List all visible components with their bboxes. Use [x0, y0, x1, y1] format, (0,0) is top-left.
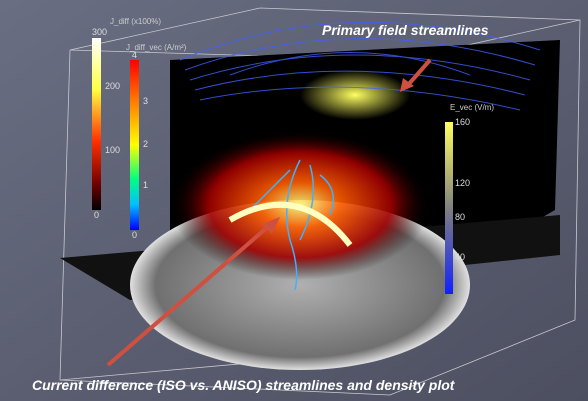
primary-field-core	[300, 70, 410, 120]
colorbar	[92, 38, 101, 210]
tick-label: 160	[455, 117, 470, 127]
annotation: Primary field streamlines	[322, 22, 489, 38]
tick-label: 0	[132, 230, 137, 240]
tick-label: 1	[143, 180, 148, 190]
colorbar	[445, 122, 453, 294]
tick-label: 120	[455, 178, 470, 188]
page: J_diff (x100%) 300 200 100 0 J_diff_vec …	[0, 0, 588, 401]
scene: J_diff (x100%) 300 200 100 0 J_diff_vec …	[0, 0, 588, 401]
tick-label: 300	[92, 27, 107, 37]
colorbar-title: E_vec (V/m)	[450, 103, 494, 112]
tick-label: 100	[105, 145, 120, 155]
tick-label: 4	[132, 50, 137, 60]
tick-label: 3	[143, 96, 148, 106]
annotation: Current difference (ISO vs. ANISO) strea…	[32, 377, 456, 393]
colorbar-title: J_diff (x100%)	[110, 17, 161, 26]
colorbar	[130, 60, 139, 230]
tick-label: 80	[455, 212, 465, 222]
tick-label: 200	[105, 81, 120, 91]
tick-label: 2	[143, 139, 148, 149]
tick-label: 40	[455, 252, 465, 262]
tick-label: 0	[94, 210, 99, 220]
